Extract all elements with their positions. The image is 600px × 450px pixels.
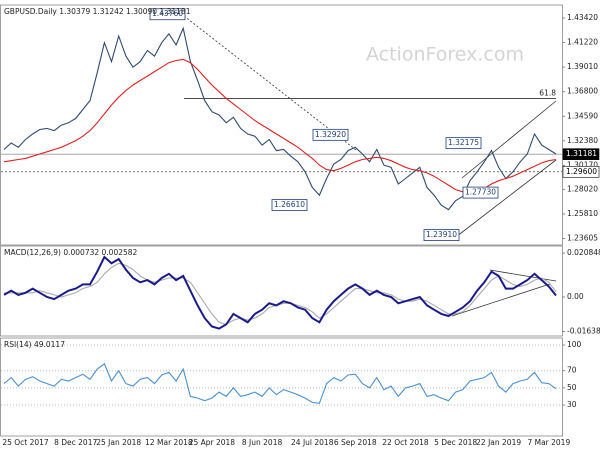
y-tick-label: 1.34590 (567, 111, 598, 120)
price-box-label: 1.29600 (566, 167, 597, 176)
y-tick-label: 0.020848 (567, 248, 600, 257)
x-tick-label: 8 Dec 2017 (54, 438, 97, 447)
annotation-label: 1.32920 (315, 130, 346, 139)
watermark: ActionForex.com (366, 44, 524, 66)
macd-panel (0, 245, 563, 337)
series-line (4, 262, 557, 325)
fib-label: 61.8 (539, 89, 556, 98)
x-tick-label: 22 Oct 2018 (382, 438, 429, 447)
series-line (3, 255, 557, 330)
x-tick-label: 12 Mar 2018 (145, 438, 193, 447)
price-panel (0, 4, 563, 246)
x-tick-label: 22 Jan 2019 (476, 438, 521, 447)
panel-title: GBPUSD.Daily 1.30379 1.31242 1.30090 1.3… (4, 7, 191, 16)
x-tick-label: 24 Jul 2018 (291, 438, 334, 447)
y-tick-label: 70 (567, 366, 577, 375)
x-tick-label: 8 Jun 2018 (242, 438, 283, 447)
y-tick-label: 1.43420 (567, 13, 598, 22)
macd-trend-lower (451, 283, 551, 317)
y-tick-label: 30 (567, 400, 577, 409)
series-line (3, 363, 557, 404)
y-tick-label: 50 (567, 383, 577, 392)
x-tick-label: 7 Mar 2019 (527, 438, 570, 447)
y-tick-label: 1.28020 (567, 184, 598, 193)
annotation-box (445, 137, 482, 150)
channel-upper (461, 100, 557, 179)
y-tick-label: 1.25810 (567, 209, 598, 218)
series-line (3, 58, 557, 194)
y-tick-label: 0.00 (567, 292, 584, 301)
panel-title: MACD(12,26,9) 0.000732 0.002582 (4, 248, 138, 257)
annotation-label: 1.26610 (274, 200, 305, 209)
x-tick-label: 25 Jan 2018 (96, 438, 141, 447)
y-tick-label: 1.39010 (567, 62, 598, 71)
panel-title: RSI(14) 49.0117 (4, 340, 65, 349)
x-tick-label: 6 Sep 2018 (334, 438, 377, 447)
rsi-panel (0, 337, 563, 437)
y-tick-label: 1.30170 (567, 160, 598, 169)
channel-lower (451, 159, 557, 241)
x-tick-label: 25 Oct 2017 (2, 438, 49, 447)
trend-line (183, 15, 357, 151)
y-tick-label: 1.41220 (567, 37, 598, 46)
macd-trend-upper (489, 269, 557, 282)
x-tick-label: 5 Dec 2018 (434, 438, 477, 447)
x-tick-label: 25 Apr 2018 (189, 438, 236, 447)
y-tick-label: 1.36800 (567, 87, 598, 96)
price-box (562, 148, 600, 160)
annotation-box (462, 186, 499, 199)
trend-lines (183, 15, 557, 317)
price-box (562, 165, 600, 178)
annotation-label: 1.23910 (426, 230, 457, 239)
annotation-box (149, 8, 186, 21)
annotation-box (312, 128, 349, 141)
annotation-label: 1.43760 (152, 9, 183, 18)
y-tick-label: 100 (567, 340, 582, 349)
annotation-box (423, 229, 460, 241)
annotation-box (271, 199, 308, 211)
price-box-label: 1.31181 (566, 149, 597, 158)
annotation-label: 1.27730 (465, 188, 496, 197)
y-tick-label: 1.23605 (567, 233, 598, 242)
y-tick-label: -0.016389 (567, 327, 600, 336)
annotation-label: 1.32175 (448, 138, 479, 147)
y-tick-label: 1.32380 (567, 136, 598, 145)
